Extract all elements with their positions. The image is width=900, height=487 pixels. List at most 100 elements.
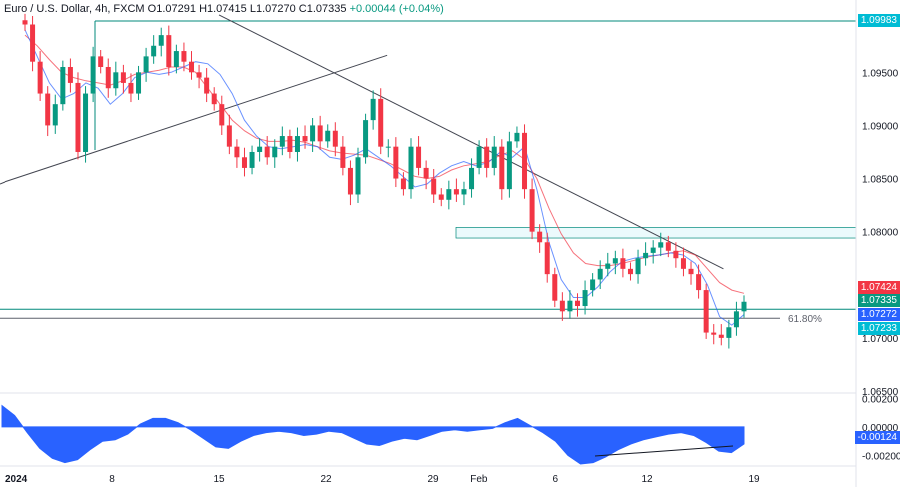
candle-body — [567, 300, 573, 312]
level-tag-top: 1.09983 — [857, 14, 900, 27]
candle-body — [363, 120, 369, 158]
candle-body — [189, 61, 195, 73]
candle-body — [552, 274, 558, 301]
price-tick-1: 1.09000 — [862, 121, 899, 132]
candle-body — [234, 146, 240, 158]
price-axis[interactable]: 1.09500 1.09000 1.08500 1.08000 1.07000 1.065… — [862, 68, 900, 462]
candle-body — [113, 72, 119, 89]
candle-body — [67, 66, 73, 83]
time-tick-4: 29 — [427, 474, 439, 485]
candle-body — [226, 125, 232, 147]
candle-body — [469, 167, 475, 190]
fib-label: 61.80% — [788, 314, 822, 325]
macd-pane — [1, 404, 745, 465]
macd-area — [1, 404, 745, 465]
candle-body — [204, 77, 210, 94]
candle-body — [98, 56, 104, 67]
candle-body — [711, 332, 717, 335]
macd-tick-0: 0.00200 — [862, 394, 899, 405]
candle-body — [514, 132, 520, 142]
support-zone-0 — [455, 227, 857, 239]
candle-body — [393, 146, 399, 179]
candle-body — [446, 189, 452, 200]
price-tick-2: 1.08500 — [862, 175, 899, 186]
candle-body — [136, 72, 142, 94]
time-tick-3: 22 — [320, 474, 332, 485]
candle-body — [688, 268, 694, 275]
candle-body — [506, 141, 512, 190]
open-value: O1.07291 — [147, 3, 196, 15]
candle-body — [340, 146, 346, 168]
time-tick-2: 15 — [213, 474, 225, 485]
price-tick-3: 1.08000 — [862, 228, 899, 239]
support-zones — [455, 227, 857, 239]
candle-body — [60, 66, 66, 105]
candle-body — [37, 61, 43, 94]
price-tag-red: 1.07424 — [857, 281, 900, 294]
macd-value-tag: -0.00124 — [854, 431, 900, 444]
high-value: H1.07415 — [199, 3, 247, 15]
candle-body — [612, 258, 618, 264]
candle-body — [45, 93, 51, 126]
candle-body — [673, 250, 679, 259]
candle-body — [75, 82, 81, 152]
candle-body — [302, 136, 308, 142]
candle-body — [559, 300, 565, 312]
candle-body — [733, 311, 739, 328]
candle-body — [310, 125, 316, 142]
trendline-downtrend — [218, 14, 724, 270]
symbol-name[interactable]: Euro / U.S. Dollar, 4h, FXCM — [4, 3, 145, 15]
symbol-header: Euro / U.S. Dollar, 4h, FXCM O1.07291 H1… — [4, 3, 444, 15]
price-tick-5: 1.06500 — [862, 387, 899, 398]
candle-body — [287, 136, 293, 152]
time-tick-8: 19 — [748, 474, 760, 485]
candle-body — [325, 130, 331, 142]
time-tick-0: 2024 — [5, 474, 28, 485]
time-tick-5: Feb — [470, 474, 488, 485]
candle-body — [643, 252, 649, 259]
candle-body — [219, 104, 225, 126]
candle-body — [158, 35, 164, 46]
candle-body — [461, 189, 467, 195]
time-tick-7: 12 — [641, 474, 653, 485]
divergence-line — [594, 445, 734, 457]
candle-body — [370, 98, 376, 121]
candle-body — [279, 136, 285, 147]
candle-body — [151, 45, 157, 57]
trendline-uptrend — [4, 54, 388, 183]
candle-body — [491, 146, 497, 168]
candle-body — [257, 146, 263, 152]
candle-body — [90, 56, 96, 94]
candle-body — [408, 146, 414, 190]
candle-body — [196, 72, 202, 78]
candle-body — [605, 263, 611, 269]
trendline-uptrend-ext — [0, 181, 6, 185]
candle-body — [635, 258, 641, 275]
time-axis[interactable]: 2024 8 15 22 29 Feb 6 12 19 — [5, 474, 760, 485]
candle-body — [431, 178, 437, 195]
candle-body — [680, 258, 686, 269]
candle-body — [166, 35, 172, 67]
candle-body — [620, 258, 626, 269]
candle-body — [590, 279, 596, 291]
time-tick-1: 8 — [109, 474, 115, 485]
candle-body — [400, 178, 406, 190]
candle-body — [241, 157, 247, 168]
candle-body — [317, 125, 323, 142]
candle-body — [264, 146, 270, 158]
candle-body — [249, 151, 255, 168]
candle-body — [423, 167, 429, 179]
candle-body — [438, 194, 444, 200]
candle-body — [385, 146, 391, 148]
trendlines[interactable] — [0, 14, 724, 270]
candle-body — [332, 130, 338, 147]
candle-body — [355, 157, 361, 195]
candle-body — [22, 20, 28, 25]
candle-body — [718, 334, 724, 338]
candle-body — [378, 98, 384, 147]
price-tick-4: 1.07000 — [862, 334, 899, 345]
candle-body — [726, 327, 732, 338]
candle-body — [294, 136, 300, 152]
